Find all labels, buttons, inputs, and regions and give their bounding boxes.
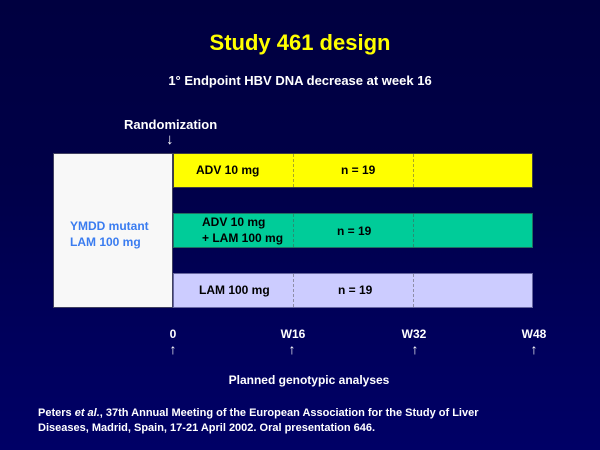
timepoint-0-label: 0	[169, 327, 177, 341]
citation: Peters et al., 37th Annual Meeting of th…	[38, 406, 578, 436]
arm-label: ADV 10 mg	[196, 163, 260, 177]
population-box	[53, 153, 173, 308]
w16-divider	[293, 214, 294, 247]
arm-n: n = 19	[338, 283, 373, 297]
randomization-arrow-icon: ↓	[166, 131, 174, 148]
w32-divider	[413, 154, 414, 187]
arm-bar-adv: ADV 10 mg n = 19	[173, 153, 533, 188]
arm-label-line-1: ADV 10 mg	[202, 215, 266, 229]
timepoint-w32-label: W32	[401, 327, 427, 341]
primary-endpoint: 1° Endpoint HBV DNA decrease at week 16	[168, 73, 432, 88]
arm-bar-lam: LAM 100 mg n = 19	[173, 273, 533, 308]
arm-label-line-2: + LAM 100 mg	[202, 231, 284, 245]
w16-divider	[293, 154, 294, 187]
timepoint-w48-label: W48	[521, 327, 547, 341]
arm-label: LAM 100 mg	[199, 283, 270, 297]
w32-divider	[413, 214, 414, 247]
arm-bar-adv-lam: ADV 10 mg + LAM 100 mg n = 19	[173, 213, 533, 248]
population-label: YMDD mutant LAM 100 mg	[70, 218, 149, 250]
population-line-2: LAM 100 mg	[70, 235, 141, 249]
timepoint-w16-label: W16	[280, 327, 306, 341]
arm-n: n = 19	[341, 163, 376, 177]
population-line-1: YMDD mutant	[70, 219, 149, 233]
citation-etal: et al.	[74, 407, 100, 419]
up-arrow-icon: ↑	[288, 341, 296, 357]
timepoints-caption: Planned genotypic analyses	[228, 373, 390, 387]
w16-divider	[293, 274, 294, 307]
randomization-label: Randomization	[124, 117, 218, 132]
citation-line-1: Peters et al., 37th Annual Meeting of th…	[38, 406, 578, 421]
arm-n: n = 19	[337, 224, 372, 238]
citation-author: Peters	[38, 407, 75, 419]
citation-line-2: Diseases, Madrid, Spain, 17-21 April 200…	[38, 422, 376, 434]
w32-divider	[413, 274, 414, 307]
up-arrow-icon: ↑	[530, 341, 538, 357]
up-arrow-icon: ↑	[411, 341, 419, 357]
slide-title-text: Study 461 design	[209, 30, 391, 55]
citation-text-1: , 37th Annual Meeting of the European As…	[99, 407, 479, 419]
slide-title: Study 461 design	[0, 30, 540, 56]
up-arrow-icon: ↑	[169, 341, 177, 357]
